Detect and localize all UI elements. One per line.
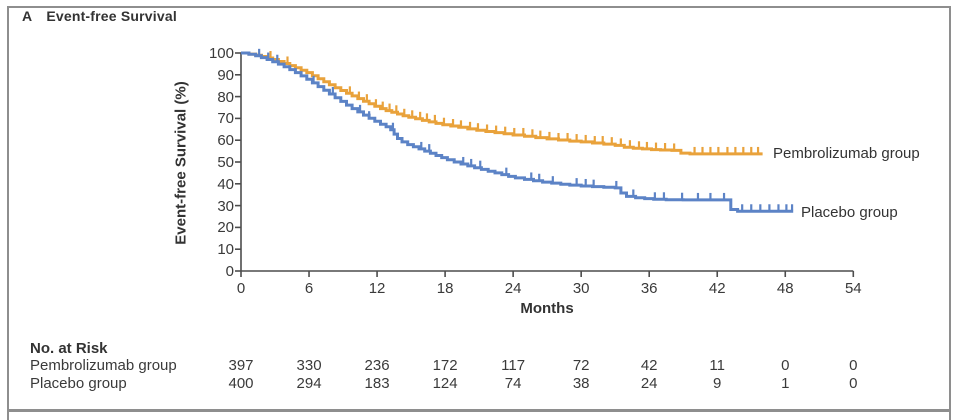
x-tick-label: 36 bbox=[640, 280, 658, 297]
risk-row-label-pembrolizumab: Pembrolizumab group bbox=[30, 357, 177, 374]
risk-value: 38 bbox=[572, 375, 590, 392]
x-tick-label: 24 bbox=[504, 280, 522, 297]
risk-value: 42 bbox=[640, 357, 658, 374]
legend-placebo-label: Placebo group bbox=[801, 204, 898, 221]
risk-value: 400 bbox=[228, 375, 254, 392]
risk-table-title: No. at Risk bbox=[30, 340, 108, 357]
x-tick-label: 0 bbox=[236, 280, 246, 297]
legend-pembrolizumab-label: Pembrolizumab group bbox=[773, 145, 920, 162]
placebo-curve bbox=[241, 51, 794, 213]
risk-value: 236 bbox=[364, 357, 390, 374]
risk-value: 124 bbox=[432, 375, 458, 392]
x-tick-label: 30 bbox=[572, 280, 590, 297]
panel-letter: A bbox=[22, 8, 33, 24]
risk-value: 1 bbox=[781, 375, 790, 392]
risk-value: 0 bbox=[781, 357, 790, 374]
risk-value: 330 bbox=[296, 357, 322, 374]
pembrolizumab-curve bbox=[241, 51, 763, 156]
x-tick-label: 18 bbox=[436, 280, 454, 297]
y-tick-label: 30 bbox=[217, 197, 234, 215]
y-tick-label: 80 bbox=[217, 88, 234, 106]
y-tick-label: 0 bbox=[225, 263, 234, 280]
y-tick-label: 60 bbox=[217, 132, 234, 150]
panel-divider bbox=[7, 409, 951, 412]
risk-value: 172 bbox=[432, 357, 458, 374]
x-tick-label: 54 bbox=[844, 280, 862, 297]
y-tick-label: 50 bbox=[217, 154, 234, 171]
panel-title: A Event-free Survival bbox=[22, 8, 177, 24]
panel-title-text: Event-free Survival bbox=[46, 8, 177, 24]
risk-value: 9 bbox=[713, 375, 722, 392]
x-tick-label: 12 bbox=[368, 280, 386, 297]
risk-value: 397 bbox=[228, 357, 254, 374]
risk-value: 294 bbox=[296, 375, 322, 392]
risk-value: 183 bbox=[364, 375, 390, 392]
x-tick-label: 42 bbox=[708, 280, 726, 297]
risk-value: 117 bbox=[501, 357, 526, 374]
risk-value: 72 bbox=[572, 357, 590, 374]
risk-value: 24 bbox=[640, 375, 658, 392]
risk-value: 74 bbox=[504, 375, 522, 392]
risk-value: 0 bbox=[849, 375, 858, 392]
x-tick-label: 48 bbox=[776, 280, 794, 297]
y-tick-label: 20 bbox=[217, 219, 234, 237]
x-tick-label: 6 bbox=[304, 280, 314, 297]
y-tick-label: 70 bbox=[217, 110, 234, 128]
y-tick-label: 40 bbox=[217, 175, 234, 193]
risk-value: 0 bbox=[849, 357, 858, 374]
risk-value: 11 bbox=[709, 357, 725, 374]
risk-row-label-placebo: Placebo group bbox=[30, 375, 127, 392]
panel-frame bbox=[7, 6, 951, 420]
y-tick-label: 10 bbox=[217, 241, 234, 259]
y-tick-label: 100 bbox=[208, 45, 234, 62]
x-axis-title: Months bbox=[520, 300, 574, 317]
y-tick-label: 90 bbox=[217, 66, 234, 84]
